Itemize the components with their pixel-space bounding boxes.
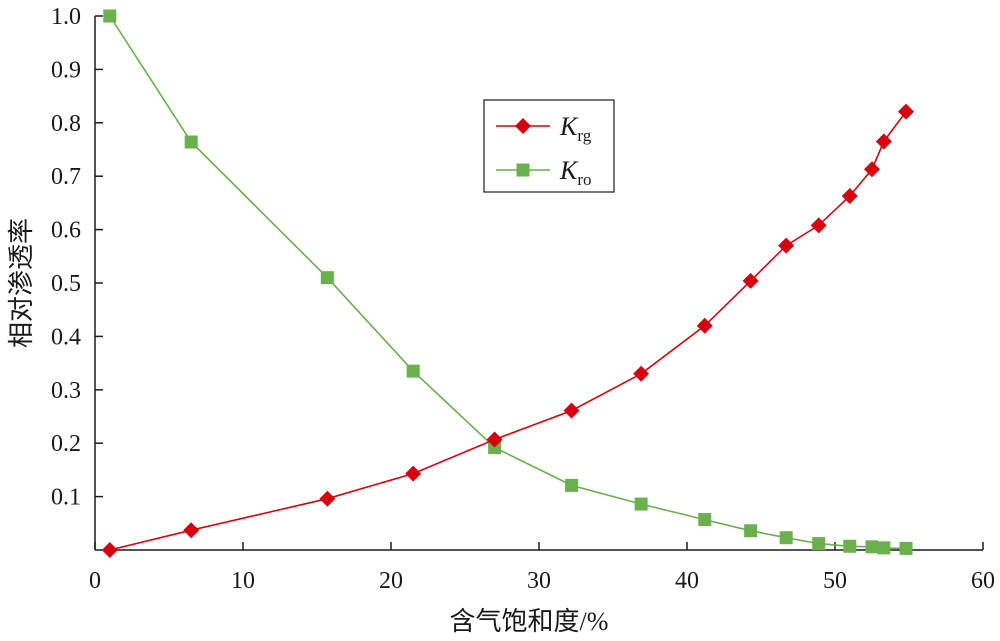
data-point-kro: [899, 541, 913, 555]
x-tick-label: 40: [675, 568, 699, 594]
legend: Krg Kro: [483, 99, 615, 193]
y-tick-label: 0.7: [51, 164, 81, 190]
legend-label-kro: Kro: [559, 156, 592, 189]
data-point-kro: [812, 537, 826, 551]
x-tick-label: 50: [823, 568, 847, 594]
y-tick-label: 0.5: [51, 271, 81, 297]
x-tick-label: 0: [89, 568, 101, 594]
data-series: [101, 9, 915, 558]
y-tick-label: 0.4: [51, 324, 81, 350]
data-point-krg: [864, 161, 880, 178]
data-point-krg: [810, 217, 827, 234]
y-tick-label: 0.8: [51, 111, 81, 137]
y-tick-label: 0.3: [51, 378, 81, 404]
legend-box: [483, 99, 615, 193]
data-point-kro: [565, 478, 579, 492]
data-point-kro: [865, 540, 879, 554]
data-point-krg: [875, 133, 892, 150]
x-tick-label: 60: [971, 568, 995, 594]
data-point-kro: [406, 364, 420, 378]
data-point-kro: [698, 513, 712, 527]
legend-marker-krg: [515, 118, 531, 134]
data-point-krg: [101, 542, 118, 558]
y-tick-label: 0.9: [51, 57, 81, 83]
data-point-kro: [103, 9, 117, 23]
legend-item-kro: Kro: [496, 156, 592, 189]
legend-marker-kro: [516, 163, 530, 177]
y-axis-title: 相对渗透率: [7, 218, 36, 348]
y-tick-label: 0.2: [51, 431, 81, 457]
x-tick-label: 30: [527, 568, 551, 594]
data-point-krg: [696, 317, 713, 334]
data-point-kro: [744, 524, 758, 538]
x-tick-label: 20: [379, 568, 403, 594]
data-point-krg: [486, 431, 503, 448]
data-point-krg: [742, 272, 759, 289]
x-axis-title: 含气饱和度/%: [450, 607, 609, 636]
series-kro: [103, 9, 913, 555]
data-point-kro: [779, 531, 793, 545]
series-line-kro: [109, 15, 907, 550]
series-krg: [101, 103, 915, 558]
y-tick-label: 1.0: [51, 4, 81, 30]
data-point-krg: [563, 402, 580, 419]
data-point-kro: [320, 271, 334, 285]
data-point-krg: [898, 103, 915, 120]
data-point-kro: [184, 135, 198, 149]
data-point-krg: [778, 237, 795, 254]
data-point-krg: [841, 187, 858, 204]
data-point-krg: [405, 465, 422, 482]
data-point-krg: [633, 365, 650, 382]
data-point-kro: [843, 539, 857, 553]
data-point-kro: [877, 541, 891, 555]
y-tick-label: 0.1: [51, 485, 81, 511]
legend-label-krg: Krg: [559, 112, 592, 145]
x-tick-label: 10: [231, 568, 255, 594]
data-point-kro: [634, 497, 648, 511]
y-tick-label: 0.6: [51, 218, 81, 244]
axis-ticks: 0 10 20 30 40 50 60 0.1 0.2 0.3 0.4 0.5 0.6 0.7 0.8 0.9…: [51, 4, 995, 594]
data-point-kro: [488, 440, 502, 454]
data-point-krg: [183, 522, 200, 539]
data-point-krg: [319, 490, 336, 507]
legend-item-krg: Krg: [496, 112, 592, 145]
